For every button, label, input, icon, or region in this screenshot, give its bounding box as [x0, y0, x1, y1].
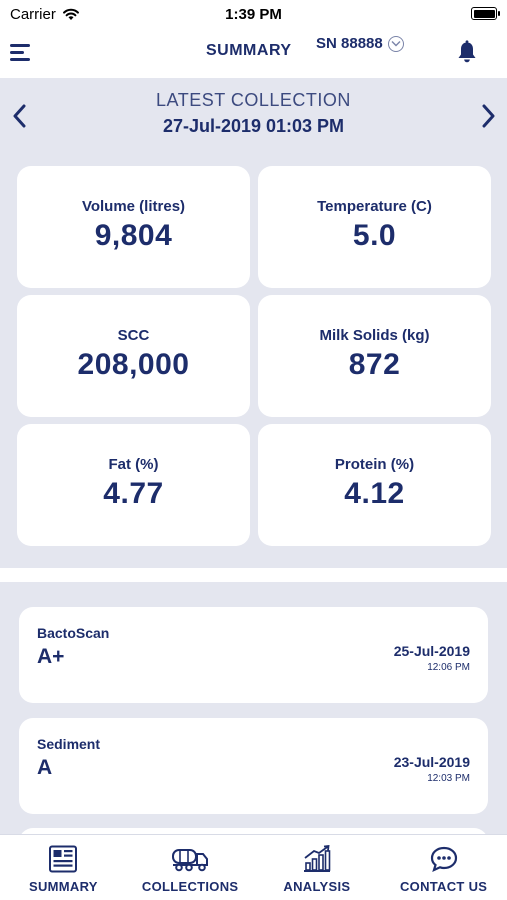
tab-bar: SUMMARY COLLECTIONS	[0, 834, 507, 900]
next-arrow-icon[interactable]	[478, 102, 498, 130]
section-divider	[0, 568, 507, 582]
metric-label: Volume (litres)	[81, 198, 186, 215]
tab-label: CONTACT US	[399, 879, 488, 894]
status-bar: Carrier 1:39 PM	[0, 0, 507, 28]
result-name: Sediment	[37, 736, 101, 752]
tab-label: COLLECTIONS	[141, 879, 239, 894]
result-date: 25-Jul-2019	[393, 643, 470, 659]
metric-card-milk-solids: Milk Solids (kg) 872	[258, 295, 491, 417]
result-item-sediment[interactable]: Sediment A 23-Jul-2019 12:03 PM	[19, 718, 488, 814]
metric-label: Temperature (C)	[317, 198, 432, 215]
metric-value: 5.0	[352, 219, 397, 252]
result-time: 12:03 PM	[427, 773, 470, 784]
result-name: BactoScan	[37, 625, 110, 641]
metric-card-volume: Volume (litres) 9,804	[17, 166, 250, 288]
metric-value: 872	[348, 348, 401, 381]
menu-button[interactable]	[10, 42, 34, 64]
tab-label: SUMMARY	[28, 879, 98, 894]
battery-icon	[471, 7, 500, 20]
tanker-truck-icon	[170, 843, 210, 875]
metric-value: 208,000	[77, 348, 190, 381]
menu-line-icon	[10, 44, 30, 47]
metric-label: Milk Solids (kg)	[319, 327, 430, 344]
carrier-group: Carrier	[10, 6, 80, 23]
serial-label: SN 88888	[316, 35, 383, 52]
nav-bar: SUMMARY SN 88888	[0, 28, 507, 78]
metric-card-protein: Protein (%) 4.12	[258, 424, 491, 546]
chat-icon	[424, 843, 464, 875]
result-item-partial[interactable]	[19, 828, 488, 834]
latest-collection-title: LATEST COLLECTION	[156, 90, 351, 110]
chevron-down-icon	[387, 35, 404, 52]
result-grade: A	[37, 756, 53, 779]
menu-line-icon	[10, 58, 30, 61]
chart-icon	[297, 843, 337, 875]
page-title: SUMMARY	[206, 42, 292, 59]
metric-card-temperature: Temperature (C) 5.0	[258, 166, 491, 288]
summary-icon	[43, 843, 83, 875]
latest-collection-date: 27-Jul-2019 01:03 PM	[162, 116, 345, 136]
tab-collections[interactable]: COLLECTIONS	[127, 835, 254, 900]
metric-label: Protein (%)	[334, 456, 415, 473]
metric-value: 4.77	[103, 477, 164, 510]
latest-collection-section: LATEST COLLECTION 27-Jul-2019 01:03 PM V…	[0, 78, 507, 568]
carrier-label: Carrier	[10, 5, 56, 23]
metric-value: 9,804	[94, 219, 173, 252]
metric-card-scc: SCC 208,000	[17, 295, 250, 417]
previous-arrow-icon[interactable]	[10, 102, 30, 130]
results-list: BactoScan A+ 25-Jul-2019 12:06 PM Sedime…	[0, 582, 507, 834]
result-item-bactoscan[interactable]: BactoScan A+ 25-Jul-2019 12:06 PM	[19, 607, 488, 703]
tab-analysis[interactable]: ANALYSIS	[254, 835, 381, 900]
metric-label: SCC	[117, 327, 150, 344]
menu-line-icon	[10, 51, 24, 54]
tab-contact-us[interactable]: CONTACT US	[380, 835, 507, 900]
tab-summary[interactable]: SUMMARY	[0, 835, 127, 900]
tab-label: ANALYSIS	[283, 879, 351, 894]
metric-card-fat: Fat (%) 4.77	[17, 424, 250, 546]
serial-selector[interactable]: SN 88888	[316, 35, 404, 52]
result-grade: A+	[37, 645, 65, 668]
metric-label: Fat (%)	[108, 456, 159, 473]
bell-icon[interactable]	[456, 40, 478, 64]
result-time: 12:06 PM	[427, 662, 470, 673]
wifi-icon	[62, 8, 79, 20]
result-date: 23-Jul-2019	[393, 754, 470, 770]
metric-value: 4.12	[344, 477, 405, 510]
